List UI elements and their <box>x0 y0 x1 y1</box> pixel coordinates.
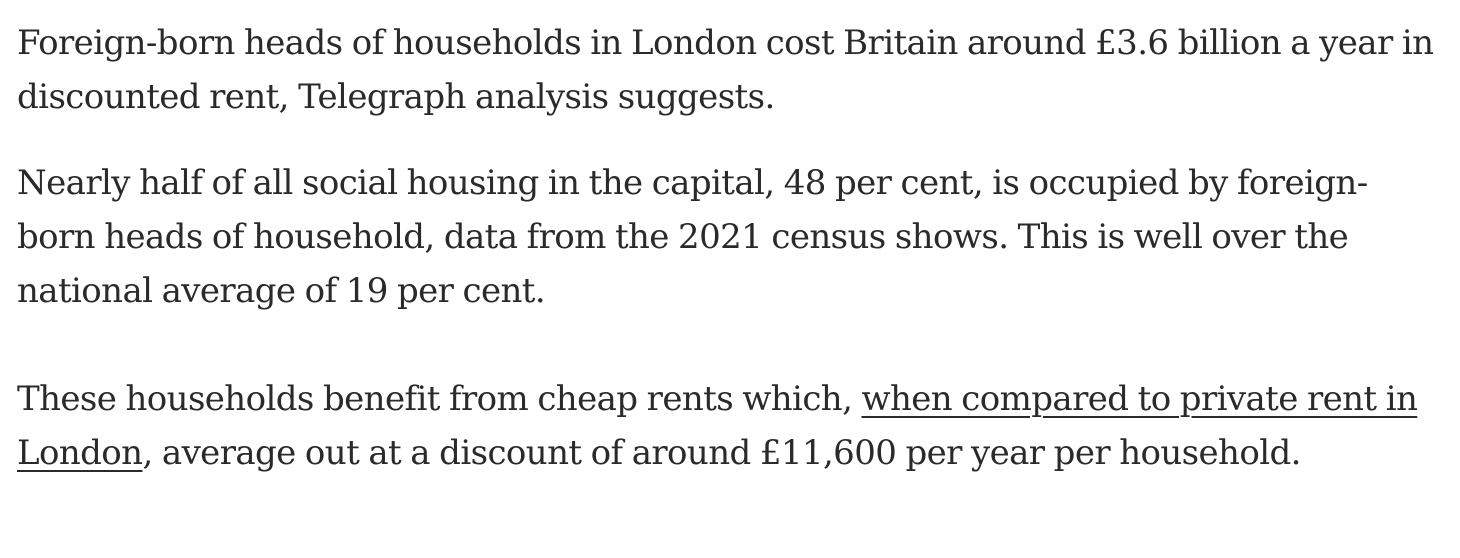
private-rent-link[interactable]: when compared to private rent in London <box>17 379 1418 473</box>
article-body: Foreign-born heads of households in Lond… <box>17 16 1437 480</box>
paragraph-text-before-link: These households benefit from cheap rent… <box>17 379 862 419</box>
paragraph-census: Nearly half of all social housing in the… <box>17 163 1368 311</box>
paragraph-rent-discount: These households benefit from cheap rent… <box>17 372 1437 480</box>
paragraph-text-after-link: , average out at a discount of around £1… <box>142 433 1301 473</box>
paragraph-intro: Foreign-born heads of households in Lond… <box>17 23 1434 117</box>
